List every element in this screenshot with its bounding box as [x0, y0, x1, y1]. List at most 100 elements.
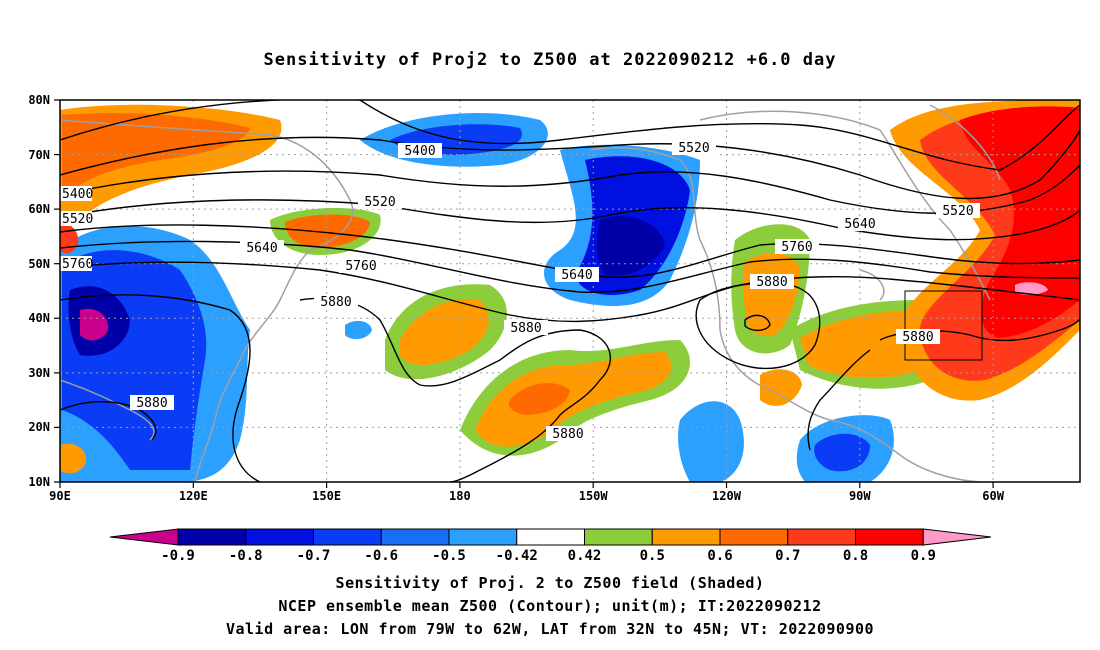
sensitivity-map: 5400 5520 5640 5760 5880 5880 5880 5880 …	[28, 93, 1081, 564]
neg-region-gulf-core	[814, 433, 870, 472]
svg-text:5520: 5520	[62, 212, 93, 227]
svg-text:5760: 5760	[62, 257, 93, 272]
colorbar-cell	[651, 528, 721, 546]
svg-text:5880: 5880	[510, 321, 541, 336]
colorbar: -0.9 -0.8 -0.7 -0.6 -0.5 -0.42 0.42 0.5 …	[109, 528, 992, 564]
lat-label: 60N	[28, 202, 50, 216]
lon-label: 120E	[179, 489, 208, 503]
contour-label: 5520	[60, 211, 93, 227]
shaded-field	[60, 100, 1080, 482]
neg-region-magenta	[80, 308, 109, 341]
lon-label: 120W	[712, 489, 742, 503]
colorbar-cell	[109, 528, 179, 546]
lon-labels: 90E 120E 150E 180 150W 120W 90W 60W	[49, 489, 1005, 503]
colorbar-label: 0.9	[911, 548, 936, 564]
svg-text:5760: 5760	[781, 240, 812, 255]
footer-line-contour: NCEP ensemble mean Z500 (Contour); unit(…	[278, 597, 822, 615]
colorbar-cell	[855, 528, 924, 546]
svg-text:5880: 5880	[756, 275, 787, 290]
svg-text:5880: 5880	[552, 427, 583, 442]
plot-frame	[59, 99, 1081, 483]
colorbar-label: 0.8	[843, 548, 868, 564]
lon-label: 90E	[49, 489, 71, 503]
contour-label: 5640	[838, 216, 882, 232]
lat-label: 30N	[28, 366, 50, 380]
svg-text:5400: 5400	[62, 187, 93, 202]
colorbar-cell	[313, 528, 382, 546]
colorbar-label: -0.6	[364, 548, 398, 564]
pos-region-siberia-core	[62, 113, 250, 200]
svg-text:5520: 5520	[364, 195, 395, 210]
pos-region-subtropics-core	[475, 352, 672, 447]
svg-text:5640: 5640	[844, 217, 875, 232]
pos-region-na-south	[760, 369, 802, 406]
colorbar-cell	[177, 528, 247, 546]
colorbar-cell	[922, 528, 992, 546]
neg-region-small-blob	[345, 320, 372, 340]
contour-label: 5400	[398, 143, 442, 159]
lon-label: 150E	[312, 489, 341, 503]
colorbar-label: 0.6	[707, 548, 732, 564]
colorbar-label: -0.8	[229, 548, 263, 564]
lat-label: 80N	[28, 93, 50, 107]
contour-label: 5880	[130, 395, 174, 411]
colorbar-label: 0.5	[640, 548, 665, 564]
svg-text:5760: 5760	[345, 259, 376, 274]
svg-text:5880: 5880	[320, 295, 351, 310]
lon-label: 90W	[849, 489, 871, 503]
contour-label: 5640	[555, 267, 599, 283]
colorbar-cell	[245, 528, 314, 546]
footer-line-shaded: Sensitivity of Proj. 2 to Z500 field (Sh…	[335, 574, 765, 592]
colorbar-label: -0.42	[496, 548, 538, 564]
contour-label: 5640	[240, 240, 284, 256]
svg-text:5880: 5880	[136, 396, 167, 411]
lat-labels: 80N 70N 60N 50N 40N 30N 20N 10N	[28, 93, 50, 489]
svg-text:5520: 5520	[942, 204, 973, 219]
colorbar-label: 0.42	[568, 548, 602, 564]
lon-label: 60W	[982, 489, 1004, 503]
svg-text:5520: 5520	[678, 141, 709, 156]
contour-label: 5760	[339, 258, 383, 274]
lat-label: 10N	[28, 475, 50, 489]
svg-text:5640: 5640	[561, 268, 592, 283]
contour-label: 5880	[750, 274, 794, 290]
pos-region-subtropics-hot	[508, 383, 570, 415]
tick-marks	[54, 99, 994, 488]
z500-contours	[60, 100, 1080, 482]
colorbar-cell	[516, 528, 585, 546]
colorbar-cell	[380, 528, 450, 546]
colorbar-cell	[584, 528, 653, 546]
contour-label: 5880	[896, 329, 940, 345]
pos-region-sw-corner	[60, 443, 86, 474]
pos-region-centralpac-core	[400, 299, 489, 365]
contour-label: 5400	[60, 186, 93, 202]
contour-label: 5760	[60, 256, 93, 272]
lon-label: 150W	[579, 489, 609, 503]
colorbar-label: -0.5	[432, 548, 466, 564]
colorbar-cell	[787, 528, 856, 546]
svg-text:5880: 5880	[902, 330, 933, 345]
neg-region-pacific-deep	[596, 216, 665, 276]
pos-region-atlantic-hot	[960, 106, 1080, 338]
colorbar-label: -0.7	[297, 548, 331, 564]
colorbar-label: 0.7	[775, 548, 800, 564]
colorbar-label: -0.9	[161, 548, 195, 564]
contour-labels: 5400 5520 5640 5760 5880 5880 5880 5880 …	[60, 140, 980, 442]
lat-label: 40N	[28, 311, 50, 325]
lat-label: 20N	[28, 420, 50, 434]
contour-label: 5520	[936, 203, 980, 219]
lat-label: 50N	[28, 257, 50, 271]
contour-label: 5760	[775, 239, 819, 255]
neg-region-eastpac	[678, 401, 744, 482]
valid-area-box	[904, 290, 983, 361]
svg-text:5400: 5400	[404, 144, 435, 159]
lon-label: 180	[449, 489, 471, 503]
contour-label: 5880	[504, 320, 548, 336]
contour-label: 5880	[546, 426, 590, 442]
contour-label: 5880	[314, 294, 358, 310]
colorbar-cell	[719, 528, 789, 546]
svg-text:5640: 5640	[246, 241, 277, 256]
pos-region-pink	[1015, 282, 1048, 295]
pos-region-east-core	[800, 311, 932, 379]
footer-line-valid-area: Valid area: LON from 79W to 62W, LAT fro…	[225, 620, 875, 638]
